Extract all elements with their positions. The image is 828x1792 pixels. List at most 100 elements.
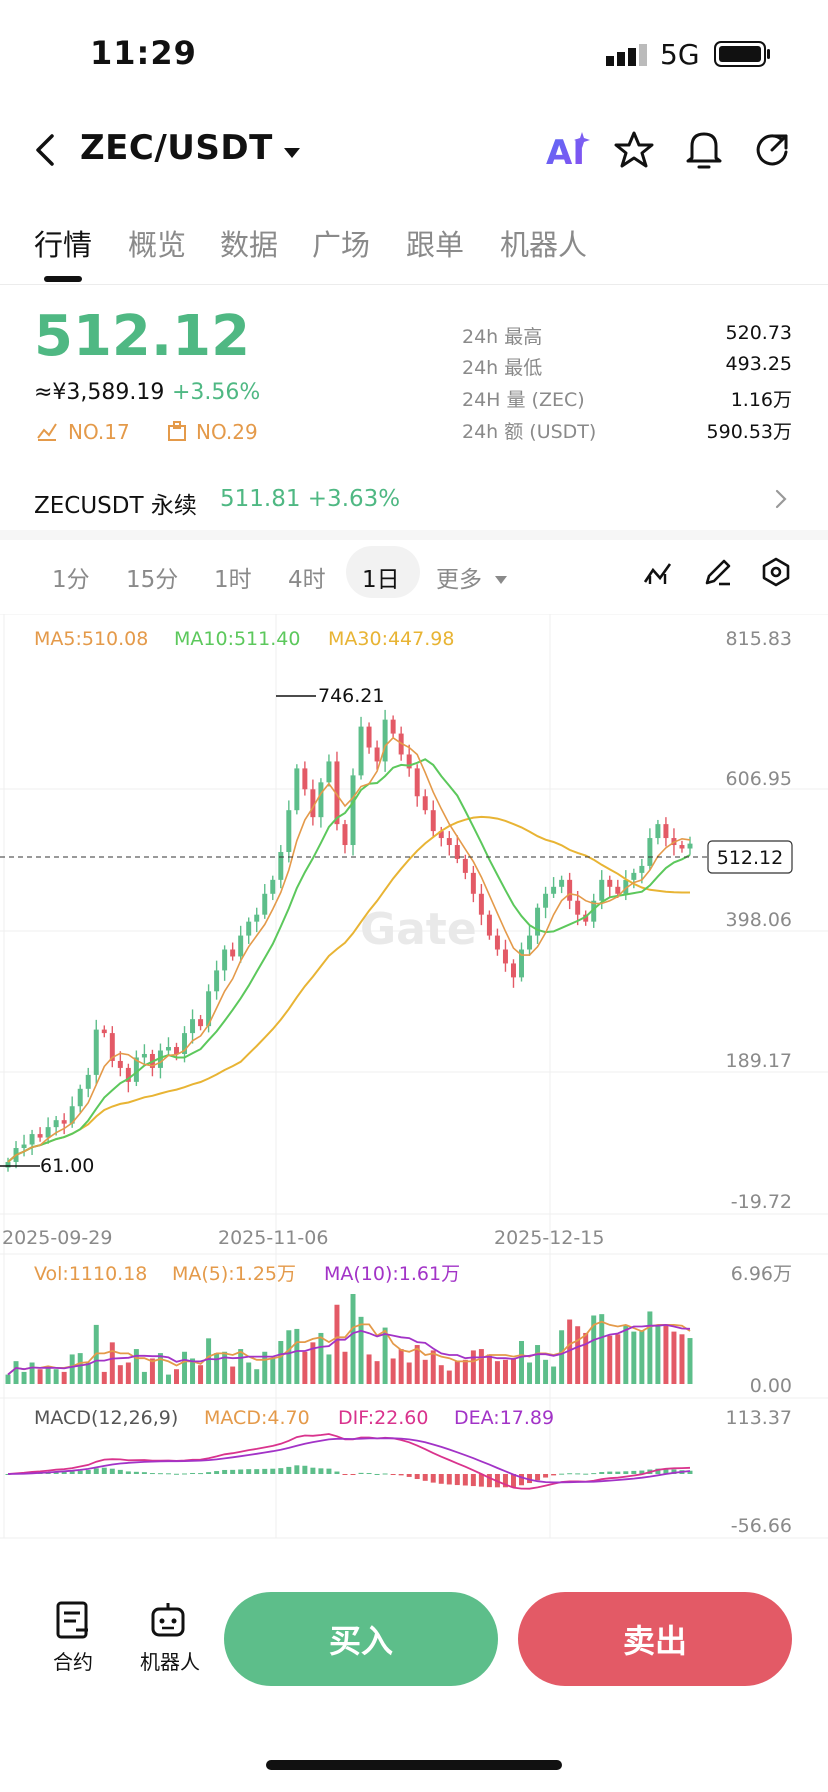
timeframe-active-pill (346, 546, 420, 598)
share-icon[interactable] (752, 130, 792, 174)
macd-bar (85, 1470, 91, 1474)
macd-bar (69, 1471, 75, 1474)
chevron-right-icon[interactable] (774, 488, 788, 514)
macd-bar (262, 1468, 268, 1474)
vol-legend: Vol:1110.18 (34, 1263, 147, 1285)
volume-bar (302, 1351, 308, 1384)
macd-bar (527, 1474, 533, 1484)
sell-button[interactable]: 卖出 (518, 1592, 792, 1686)
volume-bar (607, 1335, 613, 1384)
macd-bar (663, 1468, 669, 1474)
candle-body (374, 747, 380, 762)
macd-bar (334, 1471, 340, 1474)
tab-square[interactable]: 广场 (312, 228, 371, 262)
volume-bar (494, 1361, 500, 1384)
candle-body (543, 893, 549, 908)
rank-badge-1[interactable]: NO.17 (68, 420, 130, 444)
candle-body (502, 949, 508, 964)
macd-bar (214, 1471, 220, 1474)
volume-bar (623, 1324, 629, 1384)
volume-bar (350, 1294, 356, 1384)
tab-overview[interactable]: 概览 (128, 228, 187, 262)
macd-tick-top: 113.37 (726, 1407, 792, 1429)
volume-bar (53, 1369, 59, 1384)
candle-body (117, 1060, 123, 1068)
back-icon[interactable] (34, 130, 58, 174)
tab-market[interactable]: 行情 (34, 228, 93, 262)
timeframe-1h[interactable]: 1时 (214, 567, 252, 593)
volume-bar (655, 1326, 661, 1384)
volume-bar (326, 1354, 332, 1384)
macd-bar (358, 1472, 364, 1474)
ai-icon[interactable]: AI (546, 130, 590, 174)
candle-body (270, 879, 276, 894)
candle-body (21, 1144, 27, 1149)
rank-badge-2[interactable]: NO.29 (196, 420, 258, 444)
tab-data[interactable]: 数据 (220, 228, 279, 262)
draw-pen-icon[interactable] (702, 556, 734, 592)
timeframe-1m[interactable]: 1分 (52, 567, 90, 593)
volume-bar (583, 1332, 589, 1384)
macd-bar (254, 1469, 260, 1474)
tab-bots[interactable]: 机器人 (500, 228, 588, 262)
timeframe-more[interactable]: 更多 (436, 567, 482, 593)
ma10-line (7, 758, 691, 1163)
candle-body (438, 831, 444, 839)
price-chart[interactable]: Gate MA5:510.08 MA10:511.40 MA30:447.98 … (0, 614, 828, 1556)
candle-body (157, 1050, 163, 1068)
caret-down-icon[interactable] (494, 570, 508, 589)
stat-turnover-label: 24h 额 (USDT) (462, 421, 597, 443)
dropdown-caret-icon[interactable] (282, 145, 302, 164)
candle-body (294, 768, 300, 811)
candle-body (198, 1019, 204, 1027)
macd-bar (270, 1468, 276, 1474)
macd-bar (278, 1468, 284, 1474)
volume-bar (527, 1362, 533, 1384)
candle-body (494, 935, 500, 950)
volume-bar (535, 1345, 541, 1384)
timeframe-4h[interactable]: 4时 (288, 567, 326, 593)
macd-bar (438, 1474, 444, 1484)
contract-icon[interactable] (54, 1600, 92, 1644)
timeframe-1d[interactable]: 1日 (362, 567, 400, 593)
robot-label[interactable]: 机器人 (140, 1650, 200, 1674)
y-tick-2: 606.95 (726, 768, 792, 790)
candle-body (607, 879, 613, 887)
macd-bar (61, 1471, 67, 1474)
tab-copy-trade[interactable]: 跟单 (406, 228, 465, 262)
robot-icon[interactable] (148, 1600, 188, 1644)
macd-bar (230, 1469, 236, 1474)
volume-bar (133, 1349, 139, 1384)
timeframe-15m[interactable]: 15分 (126, 567, 179, 593)
buy-button[interactable]: 买入 (224, 1592, 498, 1686)
candle-body (350, 775, 356, 846)
volume-bar (591, 1315, 597, 1384)
candle-body (326, 761, 332, 783)
macd-bar (430, 1474, 436, 1483)
macd-bar (350, 1474, 356, 1475)
macd-bar (302, 1465, 308, 1474)
candle-body (663, 824, 669, 839)
macd-bar (117, 1469, 123, 1474)
perpetual-price[interactable]: 511.81 +3.63% (220, 486, 401, 512)
candle-body (125, 1067, 131, 1082)
perpetual-name[interactable]: ZECUSDT 永续 (34, 493, 197, 519)
macd-bar (182, 1473, 188, 1475)
candle-body (302, 768, 308, 790)
macd-bar (599, 1472, 605, 1474)
high-marker: 746.21 (318, 685, 384, 707)
volume-bar (174, 1369, 179, 1384)
macd-bar (165, 1473, 171, 1475)
macd-bar (133, 1471, 139, 1474)
bell-icon[interactable] (684, 128, 724, 174)
settings-hex-icon[interactable] (760, 556, 792, 592)
stat-volume-value: 1.16万 (730, 389, 792, 411)
y-tick-3: 398.06 (726, 909, 792, 931)
volume-bar (519, 1341, 524, 1384)
contract-label[interactable]: 合约 (53, 1650, 93, 1674)
indicator-icon[interactable] (642, 558, 674, 592)
macd-bar (366, 1473, 372, 1475)
candle-body (222, 949, 228, 971)
star-icon[interactable] (614, 130, 654, 174)
pair-title[interactable]: ZEC/USDT (80, 128, 273, 168)
